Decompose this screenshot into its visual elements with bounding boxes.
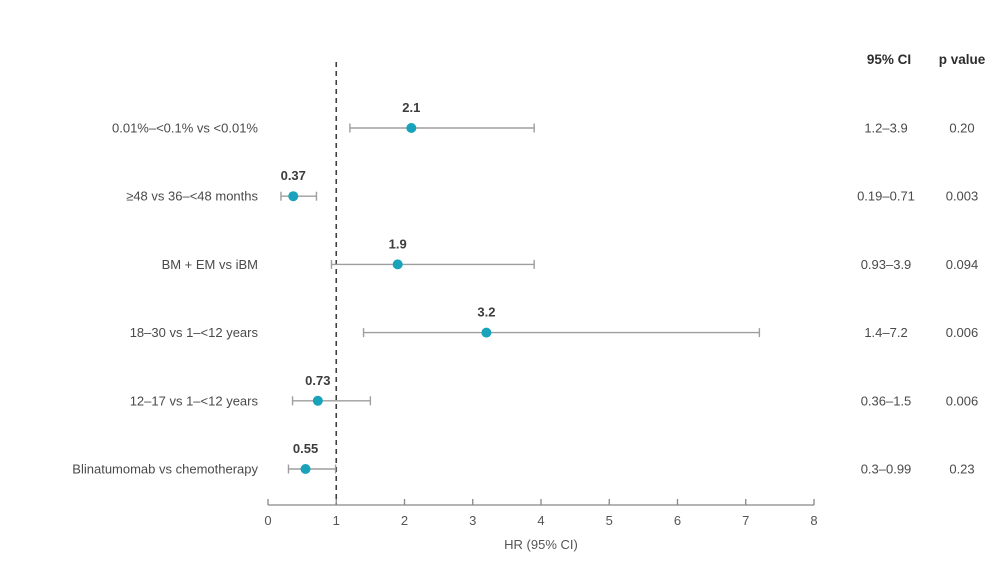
row-label: ≥48 vs 36–<48 months xyxy=(126,189,258,204)
estimate-value-label: 3.2 xyxy=(477,305,495,320)
estimate-marker xyxy=(481,327,492,338)
row-label: BM + EM vs iBM xyxy=(162,257,258,272)
p-column-header: p value xyxy=(938,52,986,67)
estimate-value-label: 1.9 xyxy=(389,236,407,251)
x-axis-tick-label: 3 xyxy=(469,513,476,528)
x-axis-tick-label: 7 xyxy=(742,513,749,528)
estimate-value-label: 0.37 xyxy=(281,168,306,183)
estimate-marker xyxy=(406,123,417,133)
p-value: 0.006 xyxy=(946,325,979,340)
x-axis-tick-label: 8 xyxy=(810,513,817,528)
estimate-marker xyxy=(312,395,323,406)
estimate-value-label: 0.73 xyxy=(305,373,330,388)
x-axis-tick-label: 1 xyxy=(333,513,340,528)
ci-value: 0.3–0.99 xyxy=(861,462,912,477)
x-axis-tick-label: 6 xyxy=(674,513,681,528)
p-value: 0.006 xyxy=(946,393,979,408)
x-axis-tick-label: 2 xyxy=(401,513,408,528)
estimate-marker xyxy=(288,191,299,202)
p-value: 0.23 xyxy=(949,462,974,477)
x-axis-tick-label: 5 xyxy=(606,513,613,528)
ci-value: 0.19–0.71 xyxy=(857,189,915,204)
ci-column-header: 95% CI xyxy=(866,52,912,67)
row-label: 0.01%–<0.1% vs <0.01% xyxy=(112,121,258,136)
estimate-marker xyxy=(300,464,311,474)
p-value: 0.003 xyxy=(946,189,979,204)
ci-value: 1.2–3.9 xyxy=(864,121,907,136)
row-label: Blinatumomab vs chemotherapy xyxy=(72,462,258,477)
x-axis-label: HR (95% CI) xyxy=(504,537,578,552)
estimate-value-label: 0.55 xyxy=(293,441,318,456)
p-value: 0.20 xyxy=(949,121,974,136)
ci-value: 1.4–7.2 xyxy=(864,325,907,340)
estimate-value-label: 2.1 xyxy=(402,100,420,115)
x-axis-tick-label: 4 xyxy=(537,513,544,528)
ci-value: 0.93–3.9 xyxy=(861,257,912,272)
row-label: 18–30 vs 1–<12 years xyxy=(130,325,259,340)
estimate-marker xyxy=(392,259,403,270)
x-axis-tick-label: 0 xyxy=(264,513,271,528)
ci-value: 0.36–1.5 xyxy=(861,393,912,408)
row-label: 12–17 vs 1–<12 years xyxy=(130,393,259,408)
p-value: 0.094 xyxy=(946,257,979,272)
